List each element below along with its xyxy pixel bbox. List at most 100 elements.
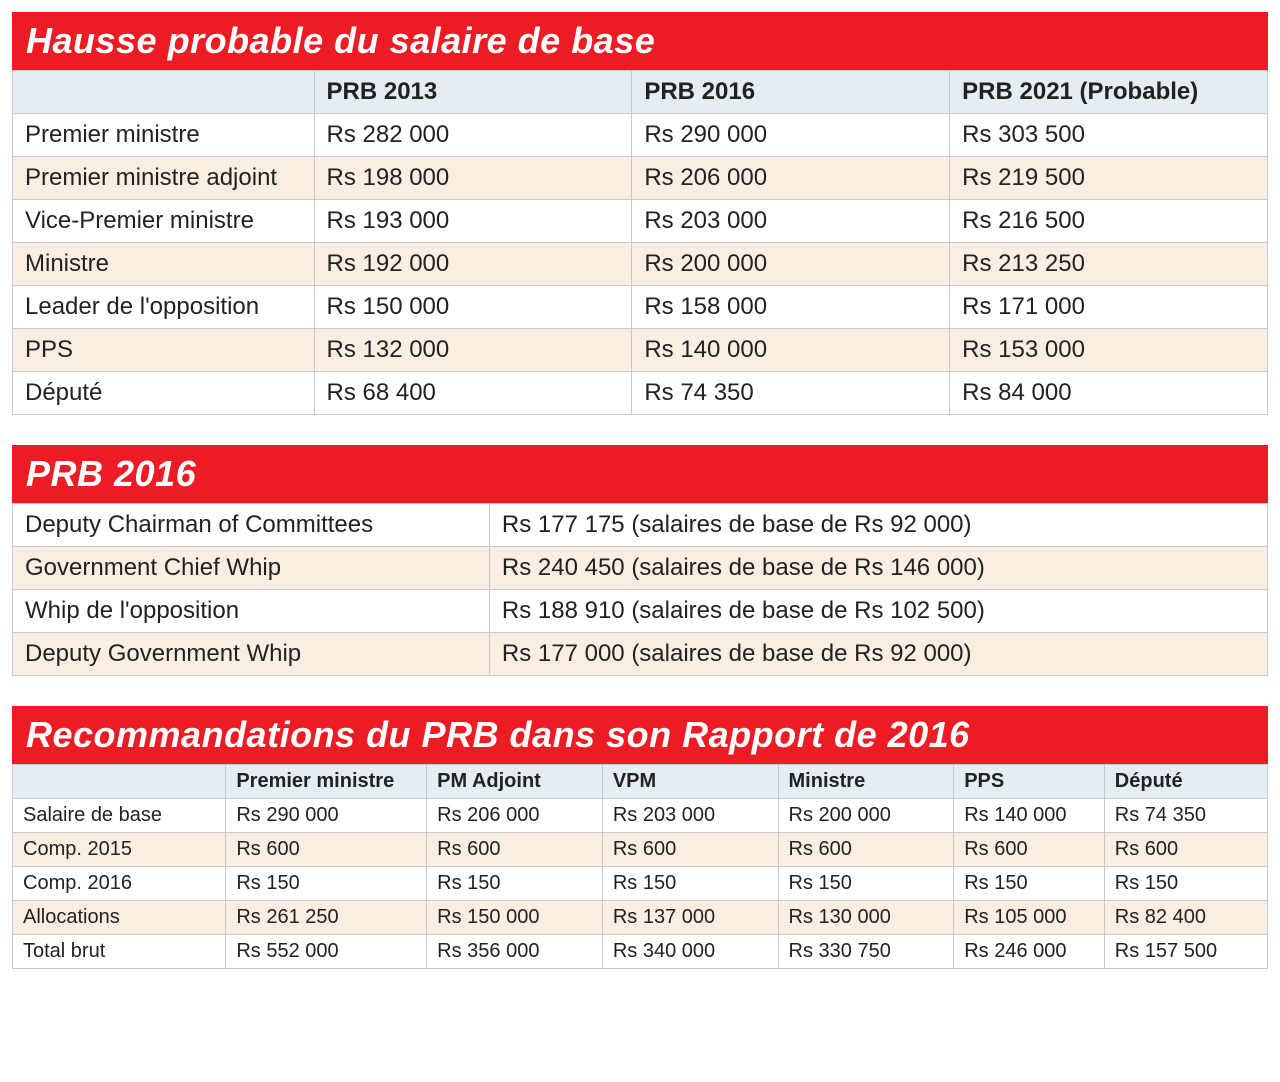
table-cell: Comp. 2015 [13, 833, 226, 867]
table-cell: Rs 192 000 [314, 243, 632, 286]
table-cell: Rs 330 750 [778, 935, 954, 969]
table-cell: Rs 158 000 [632, 286, 950, 329]
table-cell: Whip de l'opposition [13, 590, 490, 633]
column-header: Premier ministre [226, 765, 427, 799]
table-cell: Total brut [13, 935, 226, 969]
table3: Premier ministrePM AdjointVPMMinistrePPS… [12, 764, 1268, 969]
table-cell: Rs 105 000 [954, 901, 1105, 935]
table-row: MinistreRs 192 000Rs 200 000Rs 213 250 [13, 243, 1268, 286]
table-cell: Rs 177 175 (salaires de base de Rs 92 00… [489, 504, 1267, 547]
table-cell: Rs 261 250 [226, 901, 427, 935]
column-header: VPM [602, 765, 778, 799]
table-cell: Rs 600 [1104, 833, 1267, 867]
table-cell: Ministre [13, 243, 315, 286]
table-cell: PPS [13, 329, 315, 372]
prb2016-table-section: PRB 2016 Deputy Chairman of CommitteesRs… [12, 445, 1268, 676]
salary-increase-table-section: Hausse probable du salaire de base PRB 2… [12, 12, 1268, 415]
table-cell: Premier ministre [13, 114, 315, 157]
table-cell: Député [13, 372, 315, 415]
table-cell: Rs 140 000 [954, 799, 1105, 833]
table-row: Leader de l'oppositionRs 150 000Rs 158 0… [13, 286, 1268, 329]
table-row: Comp. 2016Rs 150Rs 150Rs 150Rs 150Rs 150… [13, 867, 1268, 901]
table-cell: Rs 74 350 [1104, 799, 1267, 833]
table-cell: Rs 216 500 [950, 200, 1268, 243]
table-cell: Rs 177 000 (salaires de base de Rs 92 00… [489, 633, 1267, 676]
table-cell: Rs 600 [778, 833, 954, 867]
table3-title: Recommandations du PRB dans son Rapport … [12, 706, 1268, 764]
table-cell: Rs 188 910 (salaires de base de Rs 102 5… [489, 590, 1267, 633]
table-row: Deputy Chairman of CommitteesRs 177 175 … [13, 504, 1268, 547]
table-cell: Rs 290 000 [632, 114, 950, 157]
table-cell: Government Chief Whip [13, 547, 490, 590]
table-cell: Rs 246 000 [954, 935, 1105, 969]
table-cell: Rs 552 000 [226, 935, 427, 969]
column-header: Député [1104, 765, 1267, 799]
table-row: DéputéRs 68 400Rs 74 350Rs 84 000 [13, 372, 1268, 415]
table-cell: Rs 340 000 [602, 935, 778, 969]
table-cell: Rs 150 000 [427, 901, 603, 935]
table-cell: Rs 150 [427, 867, 603, 901]
table-cell: Rs 140 000 [632, 329, 950, 372]
column-header: PRB 2016 [632, 71, 950, 114]
column-header: PRB 2013 [314, 71, 632, 114]
table-cell: Rs 600 [427, 833, 603, 867]
table-row: Premier ministre adjointRs 198 000Rs 206… [13, 157, 1268, 200]
table-cell: Rs 130 000 [778, 901, 954, 935]
table-cell: Rs 600 [954, 833, 1105, 867]
table-cell: Rs 82 400 [1104, 901, 1267, 935]
table-cell: Deputy Government Whip [13, 633, 490, 676]
table-cell: Rs 150 [1104, 867, 1267, 901]
table-row: AllocationsRs 261 250Rs 150 000Rs 137 00… [13, 901, 1268, 935]
table-cell: Rs 150 [602, 867, 778, 901]
table-cell: Rs 84 000 [950, 372, 1268, 415]
table-cell: Rs 303 500 [950, 114, 1268, 157]
column-header [13, 71, 315, 114]
table-cell: Rs 132 000 [314, 329, 632, 372]
column-header: PM Adjoint [427, 765, 603, 799]
column-header: PRB 2021 (Probable) [950, 71, 1268, 114]
table1-header-row: PRB 2013PRB 2016PRB 2021 (Probable) [13, 71, 1268, 114]
table-row: Vice-Premier ministreRs 193 000Rs 203 00… [13, 200, 1268, 243]
table-cell: Rs 157 500 [1104, 935, 1267, 969]
table-row: Premier ministreRs 282 000Rs 290 000Rs 3… [13, 114, 1268, 157]
table-cell: Vice-Premier ministre [13, 200, 315, 243]
table-cell: Rs 240 450 (salaires de base de Rs 146 0… [489, 547, 1267, 590]
table-cell: Rs 219 500 [950, 157, 1268, 200]
table-cell: Leader de l'opposition [13, 286, 315, 329]
table-cell: Premier ministre adjoint [13, 157, 315, 200]
table3-header-row: Premier ministrePM AdjointVPMMinistrePPS… [13, 765, 1268, 799]
table-cell: Rs 203 000 [602, 799, 778, 833]
table-cell: Rs 171 000 [950, 286, 1268, 329]
table-cell: Rs 150 [954, 867, 1105, 901]
table-cell: Deputy Chairman of Committees [13, 504, 490, 547]
table-cell: Rs 600 [226, 833, 427, 867]
table-cell: Rs 356 000 [427, 935, 603, 969]
recommendations-table-section: Recommandations du PRB dans son Rapport … [12, 706, 1268, 969]
column-header: PPS [954, 765, 1105, 799]
table2: Deputy Chairman of CommitteesRs 177 175 … [12, 503, 1268, 676]
table1-title: Hausse probable du salaire de base [12, 12, 1268, 70]
table-cell: Rs 74 350 [632, 372, 950, 415]
table-cell: Rs 150 000 [314, 286, 632, 329]
table-row: Comp. 2015Rs 600Rs 600Rs 600Rs 600Rs 600… [13, 833, 1268, 867]
table-cell: Rs 600 [602, 833, 778, 867]
table-cell: Rs 206 000 [632, 157, 950, 200]
column-header: Ministre [778, 765, 954, 799]
table-row: PPSRs 132 000Rs 140 000Rs 153 000 [13, 329, 1268, 372]
table-row: Government Chief WhipRs 240 450 (salaire… [13, 547, 1268, 590]
table-cell: Rs 206 000 [427, 799, 603, 833]
table-cell: Rs 200 000 [778, 799, 954, 833]
table-cell: Rs 198 000 [314, 157, 632, 200]
table-cell: Comp. 2016 [13, 867, 226, 901]
table-cell: Rs 213 250 [950, 243, 1268, 286]
table-row: Total brutRs 552 000Rs 356 000Rs 340 000… [13, 935, 1268, 969]
table-cell: Rs 193 000 [314, 200, 632, 243]
table-row: Deputy Government WhipRs 177 000 (salair… [13, 633, 1268, 676]
table-cell: Rs 203 000 [632, 200, 950, 243]
table-cell: Rs 137 000 [602, 901, 778, 935]
table-cell: Allocations [13, 901, 226, 935]
table-cell: Salaire de base [13, 799, 226, 833]
table-cell: Rs 153 000 [950, 329, 1268, 372]
table2-title: PRB 2016 [12, 445, 1268, 503]
table-cell: Rs 150 [778, 867, 954, 901]
